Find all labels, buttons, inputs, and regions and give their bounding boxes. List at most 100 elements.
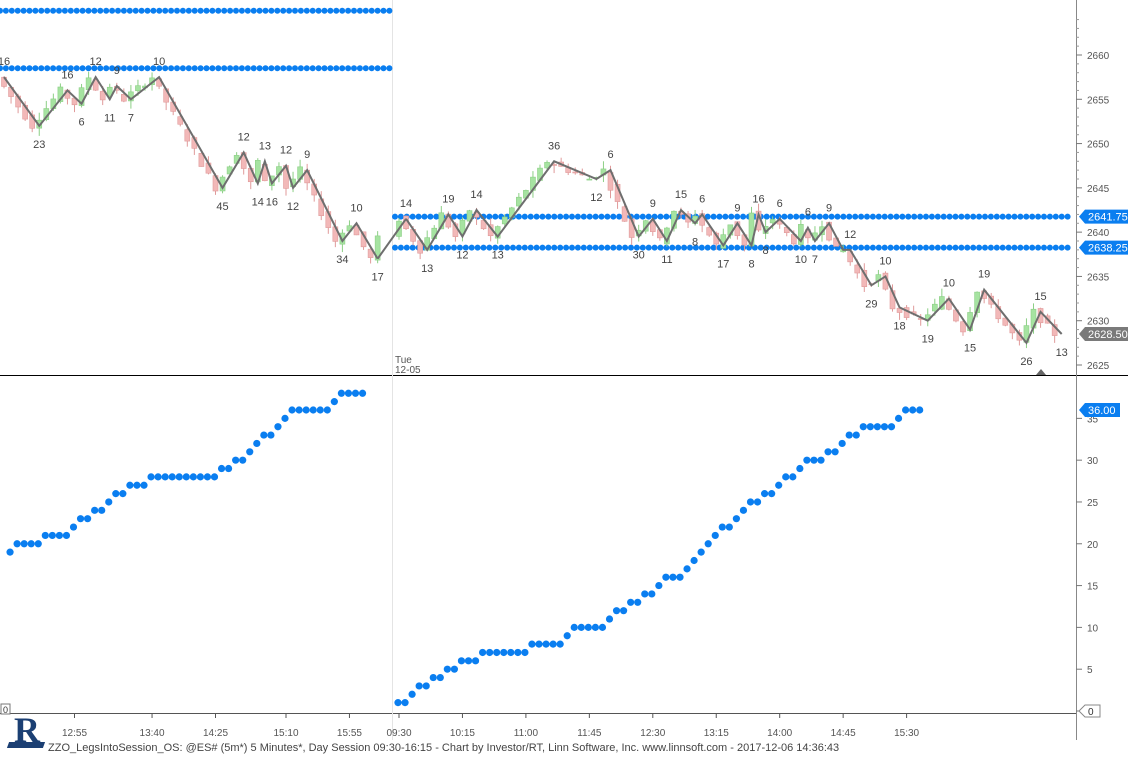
level-dot bbox=[150, 65, 157, 72]
level-dot bbox=[769, 244, 776, 251]
candle bbox=[769, 216, 776, 230]
level-dot bbox=[816, 213, 823, 220]
level-dot bbox=[604, 213, 611, 220]
level-dot bbox=[345, 7, 352, 14]
level-dot bbox=[899, 244, 906, 251]
level-dot bbox=[710, 244, 717, 251]
indicator-dot bbox=[344, 389, 353, 397]
level-dot bbox=[451, 213, 457, 220]
indicator-dot bbox=[584, 623, 592, 631]
level-dot bbox=[740, 213, 747, 220]
candle bbox=[121, 88, 127, 103]
level-dot bbox=[498, 244, 505, 251]
level-dot bbox=[2, 7, 9, 14]
level-dot bbox=[168, 7, 175, 14]
level-dot bbox=[168, 65, 175, 72]
level-dot bbox=[1023, 244, 1030, 251]
level-dot bbox=[20, 65, 27, 72]
time-tick-label: 09:30 bbox=[386, 728, 411, 739]
level-dot bbox=[940, 244, 947, 251]
level-dot bbox=[964, 213, 971, 220]
level-dot bbox=[840, 213, 847, 220]
level-dot bbox=[976, 244, 983, 251]
session-day-label: Tue bbox=[395, 355, 412, 366]
level-dot bbox=[73, 65, 80, 72]
indicator-dot bbox=[894, 414, 903, 422]
indicator-dot bbox=[147, 473, 155, 481]
level-dot bbox=[191, 7, 198, 14]
swing-count-label: 7 bbox=[128, 112, 134, 124]
indicator-dot bbox=[20, 540, 28, 548]
swing-count-label: 10 bbox=[795, 254, 807, 266]
time-tick-label: 13:40 bbox=[140, 728, 165, 739]
candle bbox=[565, 163, 572, 176]
level-dot bbox=[1029, 213, 1036, 220]
level-dot bbox=[639, 213, 646, 220]
level-dot bbox=[356, 65, 363, 72]
level-dot bbox=[209, 7, 216, 14]
level-dot bbox=[822, 244, 829, 251]
level-dot bbox=[339, 65, 346, 72]
level-dot bbox=[480, 244, 487, 251]
level-dot bbox=[209, 65, 216, 72]
level-dot bbox=[1041, 213, 1047, 220]
level-dot bbox=[993, 244, 1000, 251]
level-dot bbox=[657, 244, 664, 251]
indicator-dot bbox=[810, 456, 818, 464]
indicator-dot bbox=[690, 556, 698, 565]
level-dot bbox=[869, 244, 876, 251]
price-flag-label: 2638.25 bbox=[1088, 243, 1128, 255]
level-dot bbox=[805, 213, 811, 220]
candle-body bbox=[621, 206, 628, 222]
level-dot bbox=[244, 65, 251, 72]
level-dot bbox=[805, 244, 811, 251]
swing-count-label: 8 bbox=[763, 245, 769, 257]
level-dot bbox=[545, 213, 552, 220]
swing-count-label: 29 bbox=[865, 298, 877, 310]
indicator-dot bbox=[620, 607, 628, 615]
indicator-dot bbox=[358, 389, 367, 397]
level-dot bbox=[858, 213, 865, 220]
level-dot bbox=[864, 213, 870, 220]
level-dot bbox=[604, 244, 611, 251]
candle bbox=[530, 171, 536, 198]
swing-count-label: 8 bbox=[692, 236, 698, 248]
candle bbox=[1002, 317, 1009, 327]
session-date-label: 12-05 bbox=[395, 365, 421, 376]
level-dot bbox=[557, 244, 564, 251]
level-dot bbox=[999, 213, 1006, 220]
indicator-dot bbox=[253, 439, 261, 448]
level-dot bbox=[409, 244, 416, 251]
level-dot bbox=[356, 7, 363, 14]
level-dot bbox=[917, 213, 924, 220]
swing-count-label: 23 bbox=[33, 139, 45, 151]
level-dot bbox=[297, 7, 304, 14]
level-dot bbox=[970, 244, 977, 251]
level-dot bbox=[97, 65, 104, 72]
level-dot bbox=[521, 244, 528, 251]
indicator-dot bbox=[570, 623, 578, 631]
level-dot bbox=[185, 65, 192, 72]
level-dot bbox=[14, 7, 21, 14]
indicator-dot bbox=[13, 540, 21, 548]
indicator-dot bbox=[330, 398, 338, 406]
level-dot bbox=[250, 7, 257, 14]
indicator-dot bbox=[267, 431, 275, 439]
level-dot bbox=[386, 65, 393, 72]
level-dot bbox=[704, 244, 711, 251]
indicator-dot bbox=[598, 623, 607, 631]
indicator-dot bbox=[739, 506, 748, 514]
level-dot bbox=[280, 7, 287, 14]
level-dot bbox=[799, 244, 806, 251]
candle-body bbox=[572, 171, 579, 174]
level-dot bbox=[651, 244, 658, 251]
level-dot bbox=[515, 213, 522, 220]
level-dot bbox=[397, 244, 404, 251]
time-tick-label: 14:25 bbox=[203, 728, 228, 739]
indicator-dot bbox=[84, 515, 92, 523]
price-tick-label: 2640 bbox=[1087, 228, 1110, 239]
level-dot bbox=[569, 213, 575, 220]
level-dot bbox=[50, 7, 57, 14]
level-dot bbox=[351, 7, 357, 14]
indicator-dot bbox=[225, 464, 233, 473]
